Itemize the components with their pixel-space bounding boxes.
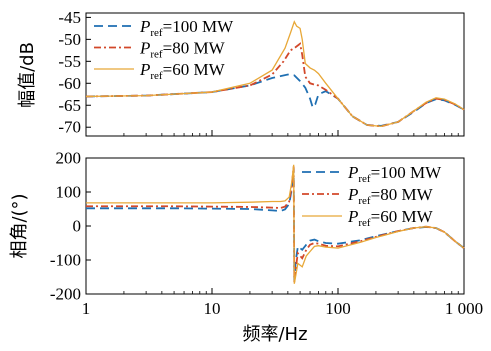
- legend-label: Pref=80 MW: [347, 185, 434, 207]
- legend-label: Pref=60 MW: [347, 207, 434, 229]
- legend-label: Pref=60 MW: [139, 60, 226, 82]
- legend-label: Pref=80 MW: [139, 39, 226, 61]
- y-tick-label: -200: [50, 285, 81, 304]
- legend-label: Pref=100 MW: [139, 17, 234, 39]
- y-tick-label: -55: [58, 52, 81, 71]
- y-tick-label: -100: [50, 251, 81, 270]
- y-tick-label: -65: [58, 96, 81, 115]
- y-tick-label: 100: [56, 183, 82, 202]
- y-tick-label: -60: [58, 74, 81, 93]
- y-tick-label: -70: [58, 118, 81, 137]
- y-tick-label: -50: [58, 30, 81, 49]
- x-tick-label: 1 000: [445, 299, 483, 318]
- x-axis-label: 频率/Hz: [242, 324, 307, 345]
- x-tick-label: 10: [204, 299, 221, 318]
- y-tick-label: -45: [58, 8, 81, 27]
- magnitude-y-axis-label: 幅值/dB: [17, 42, 38, 108]
- legend-label: Pref=100 MW: [347, 163, 442, 185]
- y-tick-label: 0: [73, 217, 82, 236]
- phase-y-axis-label: 相角/(°): [9, 193, 30, 258]
- x-tick-label: 100: [325, 299, 351, 318]
- y-tick-label: 200: [56, 149, 82, 168]
- series-line-100-mw: [86, 75, 464, 126]
- x-tick-label: 1: [82, 299, 91, 318]
